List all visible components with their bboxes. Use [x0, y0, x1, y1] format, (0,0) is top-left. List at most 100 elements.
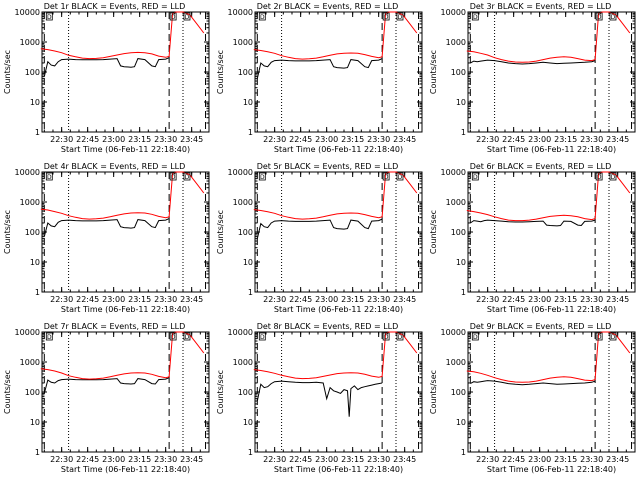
flag-label: D	[171, 174, 176, 181]
flag-label: D	[597, 174, 602, 181]
x-tick-label: 22:45	[76, 455, 99, 464]
y-axis-label: Counts/sec	[429, 370, 438, 414]
flag-label: D	[47, 14, 52, 21]
flag-box	[45, 332, 53, 341]
x-tick-label: 22:45	[289, 455, 312, 464]
chart-title: Det 9r BLACK = Events, RED = LLD	[470, 322, 612, 331]
x-tick-label: 22:30	[263, 455, 286, 464]
x-tick-label: 23:00	[102, 455, 125, 464]
x-tick-label: 23:00	[315, 135, 338, 144]
chart-panel-4: Det 4r BLACK = Events, RED = LLD 1 10 100 10…	[3, 162, 210, 314]
x-tick-label: 23:45	[606, 135, 629, 144]
chart-title: Det 1r BLACK = Events, RED = LLD	[44, 2, 186, 11]
flag-box	[595, 12, 603, 21]
flag-box	[595, 332, 603, 341]
y-tick-label: 100	[25, 388, 40, 397]
x-tick-label: 23:00	[528, 455, 551, 464]
x-tick-label: 23:15	[341, 295, 364, 304]
x-tick-label: 23:15	[341, 135, 364, 144]
flag-box	[396, 332, 404, 341]
y-axis-label: Counts/sec	[216, 370, 225, 414]
y-tick-label: 1000	[20, 358, 40, 367]
x-tick-label: 22:45	[502, 295, 525, 304]
x-axis-label: Start Time (06-Feb-11 22:18:40)	[487, 305, 616, 314]
y-tick-label: 1000	[446, 38, 466, 47]
x-tick-label: 22:45	[502, 135, 525, 144]
y-tick-label: 1	[35, 128, 40, 137]
y-tick-label: 10000	[441, 8, 466, 17]
flag-label: D	[47, 174, 52, 181]
flag-box	[471, 172, 479, 181]
x-tick-label: 23:30	[367, 455, 390, 464]
x-tick-label: 23:15	[554, 295, 577, 304]
y-tick-label: 1	[461, 448, 466, 457]
y-tick-label: 1000	[20, 38, 40, 47]
x-tick-label: 23:15	[128, 135, 151, 144]
y-tick-label: 1	[35, 448, 40, 457]
y-tick-label: 10000	[228, 168, 253, 177]
flag-box	[169, 332, 177, 341]
y-tick-label: 100	[25, 68, 40, 77]
flag-label: D	[597, 334, 602, 341]
y-tick-label: 1000	[446, 198, 466, 207]
chart-panel-3: Det 3r BLACK = Events, RED = LLD 1 10 100 10…	[429, 2, 636, 154]
events-series-line	[256, 380, 383, 417]
y-tick-label: 1000	[233, 358, 253, 367]
y-tick-label: 10	[456, 98, 466, 107]
x-axis-label: Start Time (06-Feb-11 22:18:40)	[487, 465, 616, 474]
events-series-line	[470, 59, 596, 65]
x-tick-label: 23:30	[580, 135, 603, 144]
events-series-line	[470, 380, 596, 386]
events-series-line	[256, 218, 383, 239]
chart-panel-8: Det 8r BLACK = Events, RED = LLD 1 10 100 10…	[216, 322, 423, 474]
x-tick-label: 23:00	[315, 455, 338, 464]
chart-title: Det 7r BLACK = Events, RED = LLD	[44, 322, 186, 331]
flag-box	[471, 12, 479, 21]
plot-frame	[467, 331, 636, 453]
x-tick-label: 22:30	[476, 295, 499, 304]
x-tick-label: 23:45	[180, 135, 203, 144]
chart-title: Det 8r BLACK = Events, RED = LLD	[257, 322, 399, 331]
plot-frame	[41, 11, 210, 133]
flag-label: D	[398, 14, 403, 21]
flag-label: D	[260, 14, 265, 21]
x-tick-label: 22:30	[50, 295, 73, 304]
x-axis-label: Start Time (06-Feb-11 22:18:40)	[487, 145, 616, 154]
flag-box	[169, 12, 177, 21]
y-tick-label: 100	[238, 228, 253, 237]
flag-box	[382, 332, 390, 341]
x-tick-label: 23:30	[154, 455, 177, 464]
flag-label: D	[185, 14, 190, 21]
chart-title: Det 4r BLACK = Events, RED = LLD	[44, 162, 186, 171]
y-tick-label: 10000	[15, 8, 40, 17]
flag-label: D	[597, 14, 602, 21]
flag-box	[45, 172, 53, 181]
flag-box	[382, 172, 390, 181]
chart-panel-9: Det 9r BLACK = Events, RED = LLD 1 10 100 10…	[429, 322, 636, 474]
flag-box	[609, 12, 617, 21]
x-tick-label: 22:30	[50, 135, 73, 144]
x-tick-label: 22:30	[50, 455, 73, 464]
lld-series-line	[253, 171, 418, 220]
flag-label: D	[398, 334, 403, 341]
chart-title: Det 6r BLACK = Events, RED = LLD	[470, 162, 612, 171]
chart-title: Det 5r BLACK = Events, RED = LLD	[257, 162, 399, 171]
lld-series-line	[466, 171, 631, 222]
y-tick-label: 10	[30, 418, 40, 427]
x-axis-label: Start Time (06-Feb-11 22:18:40)	[274, 145, 403, 154]
y-tick-label: 1	[461, 128, 466, 137]
lld-series-line	[466, 331, 631, 383]
y-tick-label: 1	[461, 288, 466, 297]
x-axis-label: Start Time (06-Feb-11 22:18:40)	[274, 305, 403, 314]
y-tick-label: 10000	[15, 168, 40, 177]
x-tick-label: 23:15	[128, 455, 151, 464]
y-tick-label: 10000	[15, 328, 40, 337]
flag-label: D	[260, 174, 265, 181]
x-tick-label: 22:30	[476, 135, 499, 144]
y-tick-label: 100	[451, 68, 466, 77]
flag-label: D	[171, 14, 176, 21]
x-tick-label: 23:45	[606, 295, 629, 304]
lld-series-line	[466, 11, 631, 63]
plot-frame	[41, 171, 210, 293]
x-tick-label: 22:45	[76, 135, 99, 144]
